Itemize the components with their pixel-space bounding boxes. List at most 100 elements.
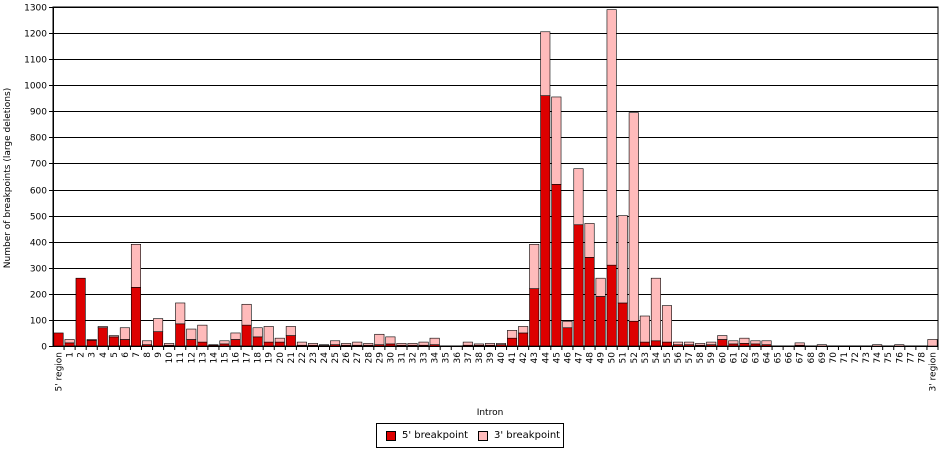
x-tick-label: 58 [696, 352, 706, 364]
x-tick-label: 50 [608, 352, 618, 364]
bar-5-breakpoint [617, 302, 628, 347]
x-tick-label: 44 [541, 352, 551, 364]
y-tick-label: 1200 [24, 30, 47, 40]
x-tick-label: 67 [796, 352, 806, 363]
bar-3-breakpoint [562, 320, 573, 329]
y-tick-label: 700 [30, 160, 47, 170]
y-tick-label: 100 [30, 317, 47, 327]
plot-area [52, 6, 939, 347]
bar-5-breakpoint [518, 332, 529, 347]
bar-5-breakpoint [230, 339, 241, 347]
bar-5-breakpoint [53, 332, 64, 347]
x-tick-label: 57 [685, 352, 695, 363]
x-tick-label: 29 [375, 352, 385, 364]
x-tick-label: 15 [220, 352, 230, 363]
bar-3-breakpoint [684, 341, 695, 345]
x-tick-label: 7 [132, 352, 142, 358]
x-tick-label: 35 [442, 352, 452, 363]
x-tick-label: 76 [895, 352, 905, 364]
bar-5-breakpoint [573, 224, 584, 347]
bar-5-breakpoint [108, 336, 119, 347]
x-tick-label: 68 [807, 352, 817, 364]
bar-3-breakpoint [296, 341, 307, 346]
bar-3-breakpoint [473, 343, 484, 346]
gridlines [52, 6, 939, 347]
bar-3-breakpoint [484, 343, 495, 346]
x-tick-label: 9 [154, 352, 164, 358]
y-tick-label: 500 [30, 213, 47, 223]
legend-item-5-breakpoint: 5' breakpoint [386, 430, 468, 441]
bars [53, 9, 938, 347]
y-tick-label: 200 [30, 291, 47, 301]
x-tick-label: 3' region [928, 352, 938, 392]
x-tick-label: 63 [751, 352, 761, 363]
x-tick-label: 34 [431, 352, 441, 364]
y-axis-title: Number of breakpoints (large deletions) [3, 88, 13, 268]
x-tick-label: 10 [165, 352, 175, 364]
bar-3-breakpoint [507, 330, 518, 339]
x-tick-label: 65 [774, 352, 784, 363]
bar-5-breakpoint [639, 341, 650, 347]
bar-5-breakpoint [562, 327, 573, 347]
bar-5-breakpoint [717, 339, 728, 347]
x-tick-label: 12 [187, 352, 197, 363]
x-tick-label: 55 [663, 352, 673, 363]
bar-3-breakpoint [739, 337, 750, 344]
bar-5-breakpoint [595, 296, 606, 347]
bar-3-breakpoint [130, 244, 141, 288]
bar-3-breakpoint [551, 96, 562, 185]
y-tick-label: 1000 [24, 82, 47, 92]
x-tick-label: 46 [563, 352, 573, 364]
x-tick-label: 66 [785, 352, 795, 364]
y-tick-label: 400 [30, 239, 47, 249]
bar-5-breakpoint [263, 341, 274, 347]
bar-5-breakpoint [661, 341, 672, 347]
x-tick-label: 42 [519, 352, 529, 363]
x-tick-label: 64 [763, 352, 773, 364]
x-tick-label: 13 [198, 352, 208, 363]
x-tick-label: 72 [851, 352, 861, 363]
x-tick-label: 21 [287, 352, 297, 363]
bar-3-breakpoint [540, 31, 551, 96]
x-tick-label: 3 [88, 352, 98, 358]
y-tick-label: 800 [30, 134, 47, 144]
bar-3-breakpoint [529, 244, 540, 289]
bar-3-breakpoint [872, 344, 883, 347]
y-tick-label: 0 [41, 343, 47, 353]
bar-5-breakpoint [186, 339, 197, 347]
bar-3-breakpoint [385, 336, 396, 345]
x-axis-title: Intron [477, 408, 504, 418]
bar-3-breakpoint [197, 324, 208, 343]
bar-5-breakpoint [75, 277, 86, 347]
bar-5-breakpoint [628, 320, 639, 347]
x-tick-label: 5 [110, 352, 120, 358]
bar-3-breakpoint [219, 340, 230, 345]
bar-3-breakpoint [175, 302, 186, 325]
bar-3-breakpoint [86, 339, 97, 341]
bar-3-breakpoint [894, 344, 905, 347]
bar-3-breakpoint [396, 343, 407, 346]
x-tick-label: 73 [862, 352, 872, 363]
x-tick-label: 54 [652, 352, 662, 364]
bar-5-breakpoint [86, 339, 97, 347]
x-tick-label: 61 [729, 352, 739, 363]
x-tick-label: 22 [298, 352, 308, 363]
x-tick-label: 52 [630, 352, 640, 363]
bar-3-breakpoint [119, 327, 130, 340]
x-tick-label: 40 [497, 352, 507, 364]
x-tick-label: 75 [884, 352, 894, 363]
bar-3-breakpoint [496, 343, 507, 345]
x-tick-label: 19 [265, 352, 275, 364]
x-tick-label: 71 [840, 352, 850, 363]
x-tick-label: 62 [740, 352, 750, 363]
bar-5-breakpoint [728, 343, 739, 347]
x-tick-label: 45 [552, 352, 562, 363]
bar-5-breakpoint [175, 323, 186, 347]
x-tick-label: 47 [574, 352, 584, 363]
bar-3-breakpoint [462, 341, 473, 346]
x-tick-label: 37 [464, 352, 474, 363]
x-tick-label: 32 [409, 352, 419, 363]
legend: 5' breakpoint 3' breakpoint [376, 423, 564, 448]
x-tick-label: 28 [364, 352, 374, 364]
bar-5-breakpoint [252, 336, 263, 347]
